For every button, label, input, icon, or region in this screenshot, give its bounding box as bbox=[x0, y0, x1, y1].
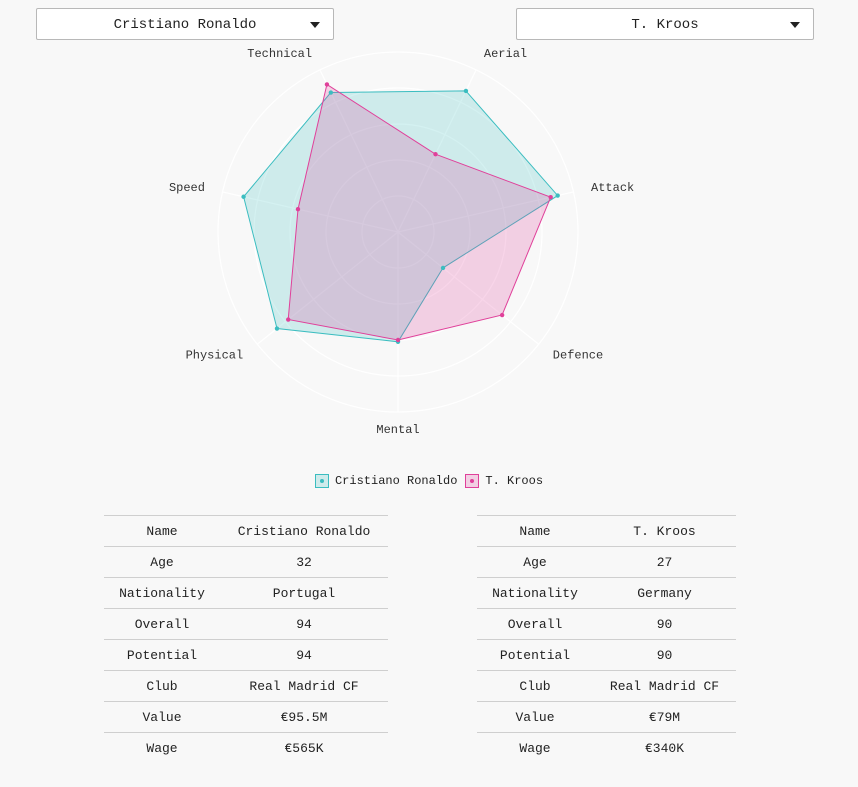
row-label: Club bbox=[104, 670, 220, 702]
row-label: Name bbox=[104, 515, 220, 547]
data-point-series-2[interactable] bbox=[499, 312, 505, 318]
axis-label: Aerial bbox=[484, 47, 527, 61]
table-row: Value €95.5M bbox=[104, 701, 388, 733]
axis-label: Physical bbox=[186, 349, 244, 363]
row-label: Potential bbox=[477, 639, 593, 671]
row-value: 27 bbox=[593, 546, 736, 578]
data-point-series-2[interactable] bbox=[295, 206, 301, 212]
legend-swatch-series-1 bbox=[314, 474, 329, 488]
legend-item-series-1[interactable]: Cristiano Ronaldo bbox=[314, 474, 458, 488]
series-area-2 bbox=[287, 83, 552, 341]
table-row: Potential 94 bbox=[104, 639, 388, 671]
table-row: Nationality Germany bbox=[477, 577, 736, 609]
row-value: Real Madrid CF bbox=[220, 670, 388, 702]
table-row: Potential 90 bbox=[477, 639, 736, 671]
legend-label-series-2: T. Kroos bbox=[485, 474, 544, 488]
axis-label: Defence bbox=[553, 349, 603, 363]
chevron-down-icon bbox=[790, 22, 800, 28]
data-point-series-2[interactable] bbox=[433, 151, 438, 157]
row-label: Age bbox=[477, 546, 593, 578]
row-label: Value bbox=[477, 701, 593, 733]
row-value: 90 bbox=[593, 608, 736, 640]
legend-swatch-series-2 bbox=[465, 474, 480, 488]
data-point-series-2[interactable] bbox=[324, 82, 330, 87]
grid-spoke bbox=[397, 69, 477, 233]
row-value: Germany bbox=[593, 577, 736, 609]
row-label: Wage bbox=[477, 732, 593, 763]
axis-label: Technical bbox=[247, 47, 312, 61]
grid-spoke bbox=[397, 231, 540, 345]
row-label: Value bbox=[104, 701, 220, 733]
player-info-table-left: Name Cristiano Ronaldo Age 32 Nationality Por… bbox=[104, 515, 388, 763]
row-value: 90 bbox=[593, 639, 736, 671]
table-row: Age 27 bbox=[477, 546, 736, 578]
row-value: €565K bbox=[220, 732, 388, 763]
axis-label: Mental bbox=[376, 423, 419, 437]
row-value: €79M bbox=[593, 701, 736, 733]
row-label: Potential bbox=[104, 639, 220, 671]
radar-chart: Aerial Attack Defence Mental Physical Speed Te… bbox=[169, 47, 634, 437]
player-select-right-value: T. Kroos bbox=[631, 17, 699, 33]
player-select-left[interactable]: Cristiano Ronaldo bbox=[36, 8, 334, 40]
table-row: Club Real Madrid CF bbox=[477, 670, 736, 702]
grid-spoke bbox=[222, 191, 399, 233]
row-label: Overall bbox=[477, 608, 593, 640]
player-info-table-right: Name T. Kroos Age 27 Nationality Germany Overa… bbox=[477, 515, 736, 763]
table-row: Overall 90 bbox=[477, 608, 736, 640]
legend-item-series-2[interactable]: T. Kroos bbox=[465, 474, 543, 488]
row-label: Nationality bbox=[104, 577, 220, 609]
table-row: Overall 94 bbox=[104, 608, 388, 640]
data-point-series-1[interactable] bbox=[555, 193, 560, 198]
axis-label: Attack bbox=[591, 181, 634, 195]
row-value: 32 bbox=[220, 546, 388, 578]
row-value: Cristiano Ronaldo bbox=[220, 515, 388, 547]
row-value: 94 bbox=[220, 639, 388, 671]
data-point-series-1[interactable] bbox=[274, 326, 280, 331]
player-select-left-value: Cristiano Ronaldo bbox=[113, 17, 257, 33]
data-point-series-1[interactable] bbox=[463, 88, 469, 94]
data-point-series-1[interactable] bbox=[440, 265, 446, 271]
table-row: Age 32 bbox=[104, 546, 388, 578]
row-label: Overall bbox=[104, 608, 220, 640]
table-row: Wage €340K bbox=[477, 732, 736, 763]
data-point-series-2[interactable] bbox=[286, 317, 291, 322]
row-label: Nationality bbox=[477, 577, 593, 609]
table-row: Wage €565K bbox=[104, 732, 388, 763]
table-row: Name T. Kroos bbox=[477, 515, 736, 547]
row-label: Wage bbox=[104, 732, 220, 763]
legend-label-series-1: Cristiano Ronaldo bbox=[334, 474, 458, 488]
chart-legend: Cristiano Ronaldo T. Kroos bbox=[0, 474, 858, 488]
grid-spoke bbox=[397, 191, 574, 233]
data-point-series-2[interactable] bbox=[548, 194, 553, 200]
table-row: Club Real Madrid CF bbox=[104, 670, 388, 702]
data-point-series-1[interactable] bbox=[241, 194, 246, 199]
series-area-1 bbox=[243, 90, 559, 343]
chevron-down-icon bbox=[310, 22, 320, 28]
radar-series bbox=[241, 82, 560, 344]
row-value: Portugal bbox=[220, 577, 388, 609]
row-label: Age bbox=[104, 546, 220, 578]
grid-spoke bbox=[256, 231, 399, 345]
row-label: Club bbox=[477, 670, 593, 702]
row-value: 94 bbox=[220, 608, 388, 640]
row-value: Real Madrid CF bbox=[593, 670, 736, 702]
table-row: Value €79M bbox=[477, 701, 736, 733]
row-label: Name bbox=[477, 515, 593, 547]
table-row: Nationality Portugal bbox=[104, 577, 388, 609]
row-value: €340K bbox=[593, 732, 736, 763]
table-row: Name Cristiano Ronaldo bbox=[104, 515, 388, 547]
radar-axis-labels: Aerial Attack Defence Mental Physical Speed Te… bbox=[169, 47, 634, 437]
axis-label: Speed bbox=[169, 181, 205, 195]
grid-spoke bbox=[319, 69, 399, 233]
data-point-series-2[interactable] bbox=[395, 337, 401, 343]
row-value: T. Kroos bbox=[593, 515, 736, 547]
data-point-series-1[interactable] bbox=[328, 90, 334, 95]
player-select-right[interactable]: T. Kroos bbox=[516, 8, 814, 40]
row-value: €95.5M bbox=[220, 701, 388, 733]
